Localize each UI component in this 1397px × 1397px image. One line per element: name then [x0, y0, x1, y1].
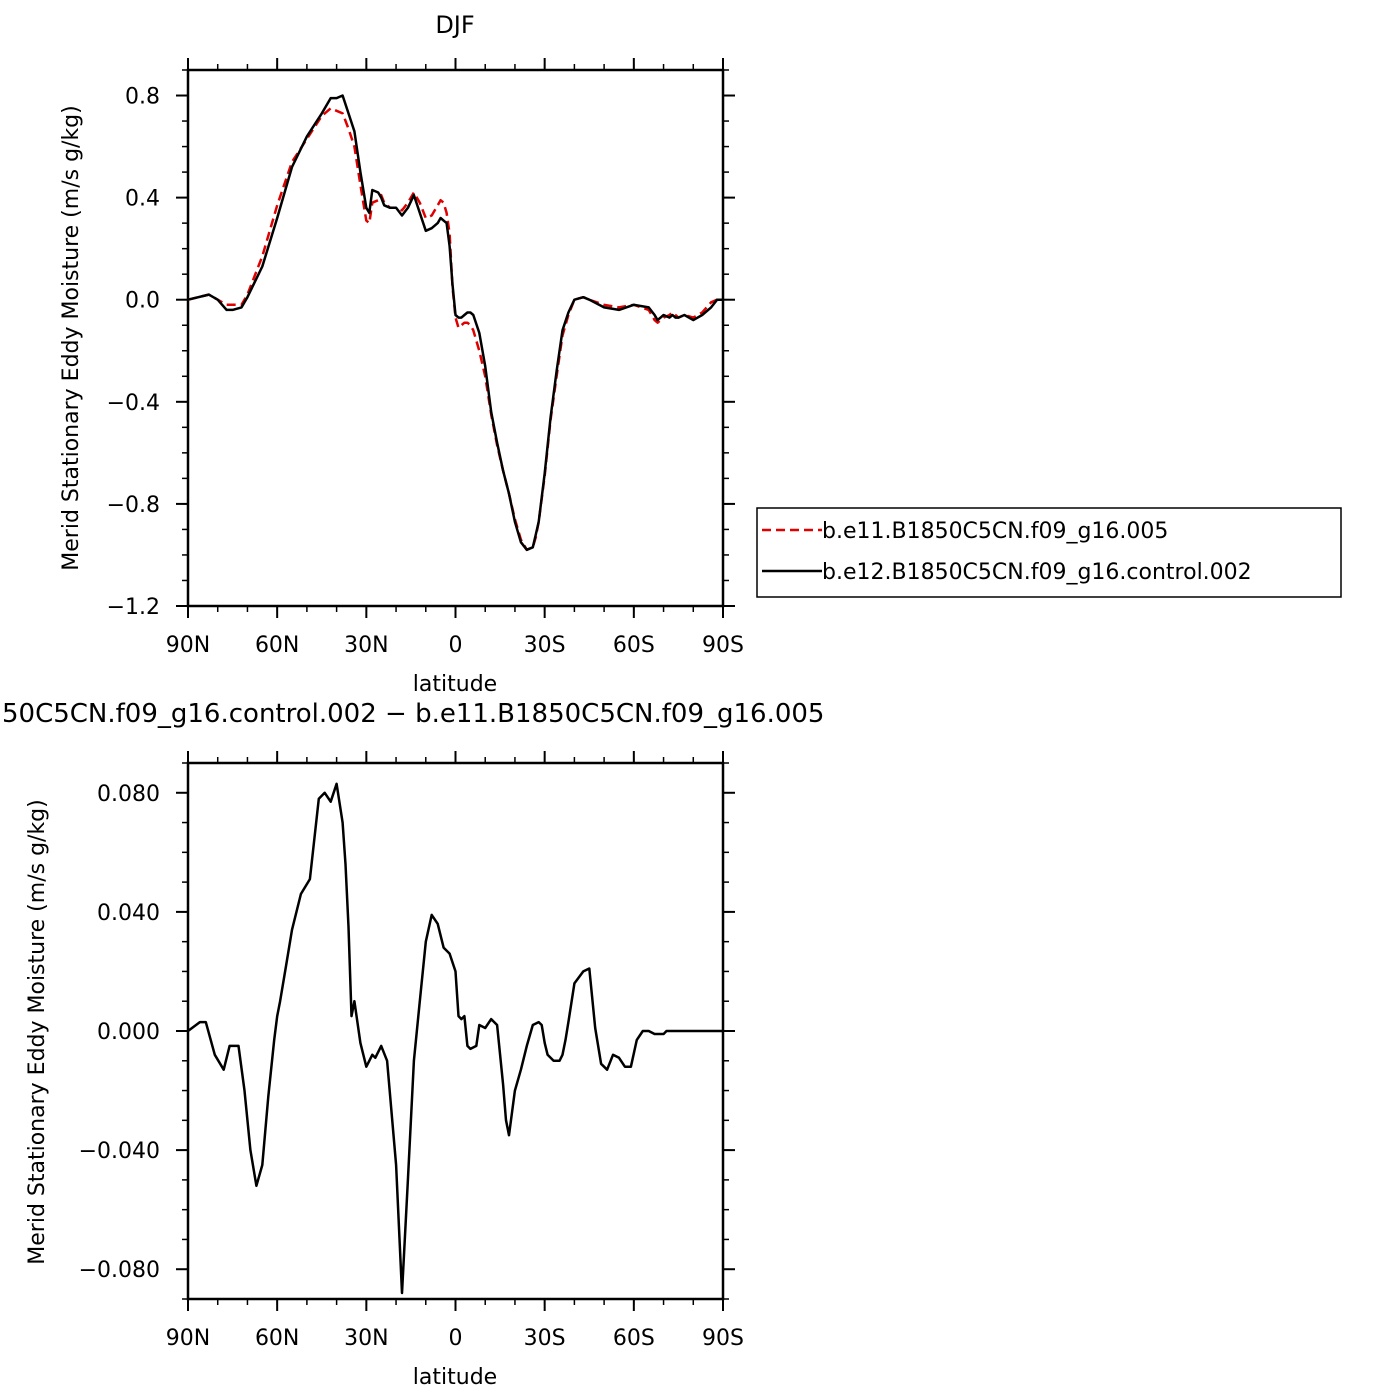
y-tick-label: 0.080	[97, 782, 160, 807]
top-y-tick-labels: −1.2 −0.8 −0.4 0.0 0.4 0.8	[107, 85, 160, 620]
x-tick-label: 30N	[344, 1326, 388, 1351]
x-tick-label: 90N	[166, 1326, 210, 1351]
x-tick-label: 0	[449, 633, 463, 658]
x-tick-label: 60S	[613, 1326, 655, 1351]
x-tick-label: 60N	[255, 1326, 299, 1351]
x-tick-label: 30N	[344, 633, 388, 658]
top-axis-ticks	[176, 58, 735, 618]
top-x-axis-label: latitude	[413, 672, 497, 697]
bottom-axis-ticks	[176, 751, 735, 1311]
bottom-chart-title: 50C5CN.f09_g16.control.002 − b.e11.B1850…	[2, 699, 824, 729]
x-tick-label: 60S	[613, 633, 655, 658]
bottom-series-lines	[187, 782, 723, 1295]
top-x-tick-labels: 90N 60N 30N 0 30S 60S 90S	[166, 633, 744, 658]
y-tick-label: 0.000	[97, 1020, 160, 1045]
series-line-1	[187, 107, 723, 552]
bottom-panel: 50C5CN.f09_g16.control.002 − b.e11.B1850…	[2, 699, 824, 1390]
x-tick-label: 30S	[524, 633, 566, 658]
legend-label-series-1: b.e11.B1850C5CN.f09_g16.005	[822, 519, 1168, 544]
y-tick-label: 0.4	[125, 187, 160, 212]
y-tick-label: −0.8	[107, 493, 160, 518]
top-series-lines	[187, 94, 723, 552]
x-tick-label: 0	[449, 1326, 463, 1351]
y-tick-label: −0.4	[107, 391, 160, 416]
top-y-axis-label: Merid Stationary Eddy Moisture (m/s g/kg…	[59, 105, 84, 570]
x-tick-label: 90N	[166, 633, 210, 658]
y-tick-label: 0.040	[97, 901, 160, 926]
legend-label-series-2: b.e12.B1850C5CN.f09_g16.control.002	[822, 560, 1252, 585]
y-tick-label: −1.2	[107, 595, 160, 620]
x-tick-label: 30S	[524, 1326, 566, 1351]
legend: b.e11.B1850C5CN.f09_g16.005 b.e12.B1850C…	[756, 507, 1342, 598]
bottom-y-tick-labels: −0.080 −0.040 0.000 0.040 0.080	[79, 782, 160, 1283]
top-panel: DJF −1.2 −0.8 −0.4 0.0 0.4 0.8 90N 60N 30N 0 30S 6…	[59, 11, 744, 697]
x-tick-label: 90S	[702, 633, 744, 658]
y-tick-label: −0.040	[79, 1139, 160, 1164]
top-plot-frame	[186, 68, 725, 608]
bottom-x-axis-label: latitude	[413, 1365, 497, 1390]
y-tick-label: −0.080	[79, 1258, 160, 1283]
x-tick-label: 60N	[255, 633, 299, 658]
series-line-2	[187, 94, 723, 552]
bottom-y-axis-label: Merid Stationary Eddy Moisture (m/s g/kg…	[25, 799, 50, 1264]
x-tick-label: 90S	[702, 1326, 744, 1351]
y-tick-label: 0.0	[125, 289, 160, 314]
series-line-1	[187, 782, 723, 1295]
bottom-x-tick-labels: 90N 60N 30N 0 30S 60S 90S	[166, 1326, 744, 1351]
y-tick-label: 0.8	[125, 85, 160, 110]
legend-box	[756, 507, 1342, 598]
top-chart-title: DJF	[435, 11, 474, 39]
